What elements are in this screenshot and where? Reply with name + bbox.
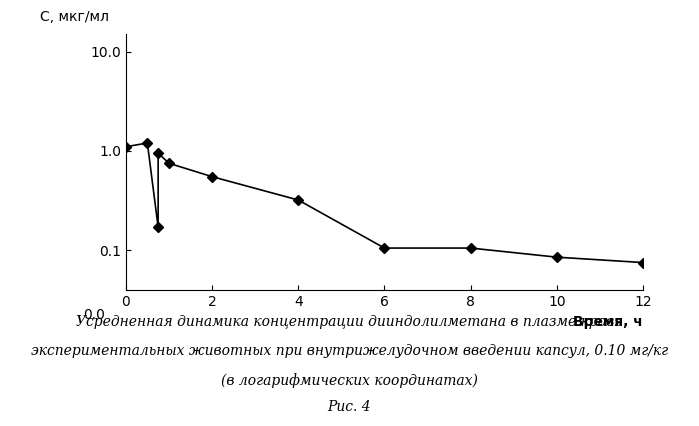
Text: (в логарифмических координатах): (в логарифмических координатах) <box>221 373 478 388</box>
Text: Усредненная динамика концентрации дииндолилметана в плазме крови: Усредненная динамика концентрации дииндо… <box>76 315 623 329</box>
Text: 0.0: 0.0 <box>83 308 105 322</box>
Text: Рис. 4: Рис. 4 <box>328 400 371 414</box>
Text: Время, ч: Время, ч <box>573 315 643 329</box>
Text: экспериментальных животных при внутрижелудочном введении капсул, 0.10 мг/кг: экспериментальных животных при внутрижел… <box>31 344 668 358</box>
Y-axis label: С, мкг/мл: С, мкг/мл <box>40 10 108 24</box>
